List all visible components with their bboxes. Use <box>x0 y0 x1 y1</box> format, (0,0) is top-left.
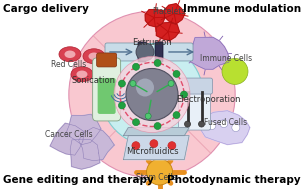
Circle shape <box>181 91 188 98</box>
Text: Immune modulation: Immune modulation <box>183 4 301 14</box>
Circle shape <box>173 112 180 119</box>
Text: Platelets: Platelets <box>152 7 186 16</box>
Ellipse shape <box>83 49 105 64</box>
Circle shape <box>119 102 126 109</box>
Circle shape <box>147 159 173 185</box>
Circle shape <box>150 140 158 148</box>
Polygon shape <box>79 127 114 161</box>
Polygon shape <box>70 139 100 169</box>
Circle shape <box>136 78 154 97</box>
Circle shape <box>126 68 178 121</box>
Circle shape <box>145 113 151 119</box>
Circle shape <box>69 11 235 178</box>
Polygon shape <box>156 23 179 40</box>
Polygon shape <box>198 111 250 145</box>
Circle shape <box>154 122 161 129</box>
Text: Cancer Cells: Cancer Cells <box>45 130 93 139</box>
FancyBboxPatch shape <box>157 43 193 61</box>
Circle shape <box>136 43 154 61</box>
Text: Sonication: Sonication <box>71 76 116 85</box>
Polygon shape <box>66 114 101 145</box>
Circle shape <box>199 121 205 127</box>
Circle shape <box>185 121 191 127</box>
Ellipse shape <box>71 67 93 82</box>
Circle shape <box>208 122 216 130</box>
Ellipse shape <box>59 47 81 62</box>
Polygon shape <box>123 136 189 160</box>
Text: Electroporation: Electroporation <box>176 95 241 104</box>
Circle shape <box>154 60 161 67</box>
Polygon shape <box>164 4 185 24</box>
Circle shape <box>114 57 190 132</box>
Circle shape <box>130 81 136 87</box>
Circle shape <box>220 120 228 128</box>
Circle shape <box>168 142 176 150</box>
FancyBboxPatch shape <box>178 90 211 130</box>
Polygon shape <box>145 10 165 27</box>
Circle shape <box>133 119 140 126</box>
FancyBboxPatch shape <box>155 42 163 62</box>
FancyBboxPatch shape <box>98 78 116 114</box>
FancyBboxPatch shape <box>138 42 146 62</box>
FancyBboxPatch shape <box>97 53 117 67</box>
Text: Extrusion: Extrusion <box>132 38 172 47</box>
Text: Stem Cells: Stem Cells <box>136 173 177 182</box>
Text: Fused Cells: Fused Cells <box>204 118 247 127</box>
Text: Immune Cells: Immune Cells <box>200 54 252 63</box>
Ellipse shape <box>88 53 99 60</box>
Text: Gene editing and therapy: Gene editing and therapy <box>3 175 154 185</box>
Circle shape <box>232 124 240 132</box>
Circle shape <box>101 43 203 146</box>
Polygon shape <box>188 37 229 69</box>
Circle shape <box>173 70 180 77</box>
Ellipse shape <box>77 70 88 78</box>
Text: Photodynamic therapy: Photodynamic therapy <box>167 175 301 185</box>
Polygon shape <box>50 123 84 155</box>
Text: Cargo delivery: Cargo delivery <box>3 4 89 14</box>
Text: Microfluidics: Microfluidics <box>126 147 178 156</box>
Circle shape <box>222 58 248 84</box>
Circle shape <box>168 81 174 87</box>
FancyBboxPatch shape <box>93 58 121 121</box>
Circle shape <box>119 80 126 87</box>
FancyBboxPatch shape <box>105 43 141 61</box>
Ellipse shape <box>64 50 75 58</box>
Text: Red Cells: Red Cells <box>51 60 86 69</box>
Polygon shape <box>123 128 189 136</box>
Circle shape <box>133 63 140 70</box>
FancyBboxPatch shape <box>177 78 212 94</box>
Circle shape <box>132 142 140 150</box>
